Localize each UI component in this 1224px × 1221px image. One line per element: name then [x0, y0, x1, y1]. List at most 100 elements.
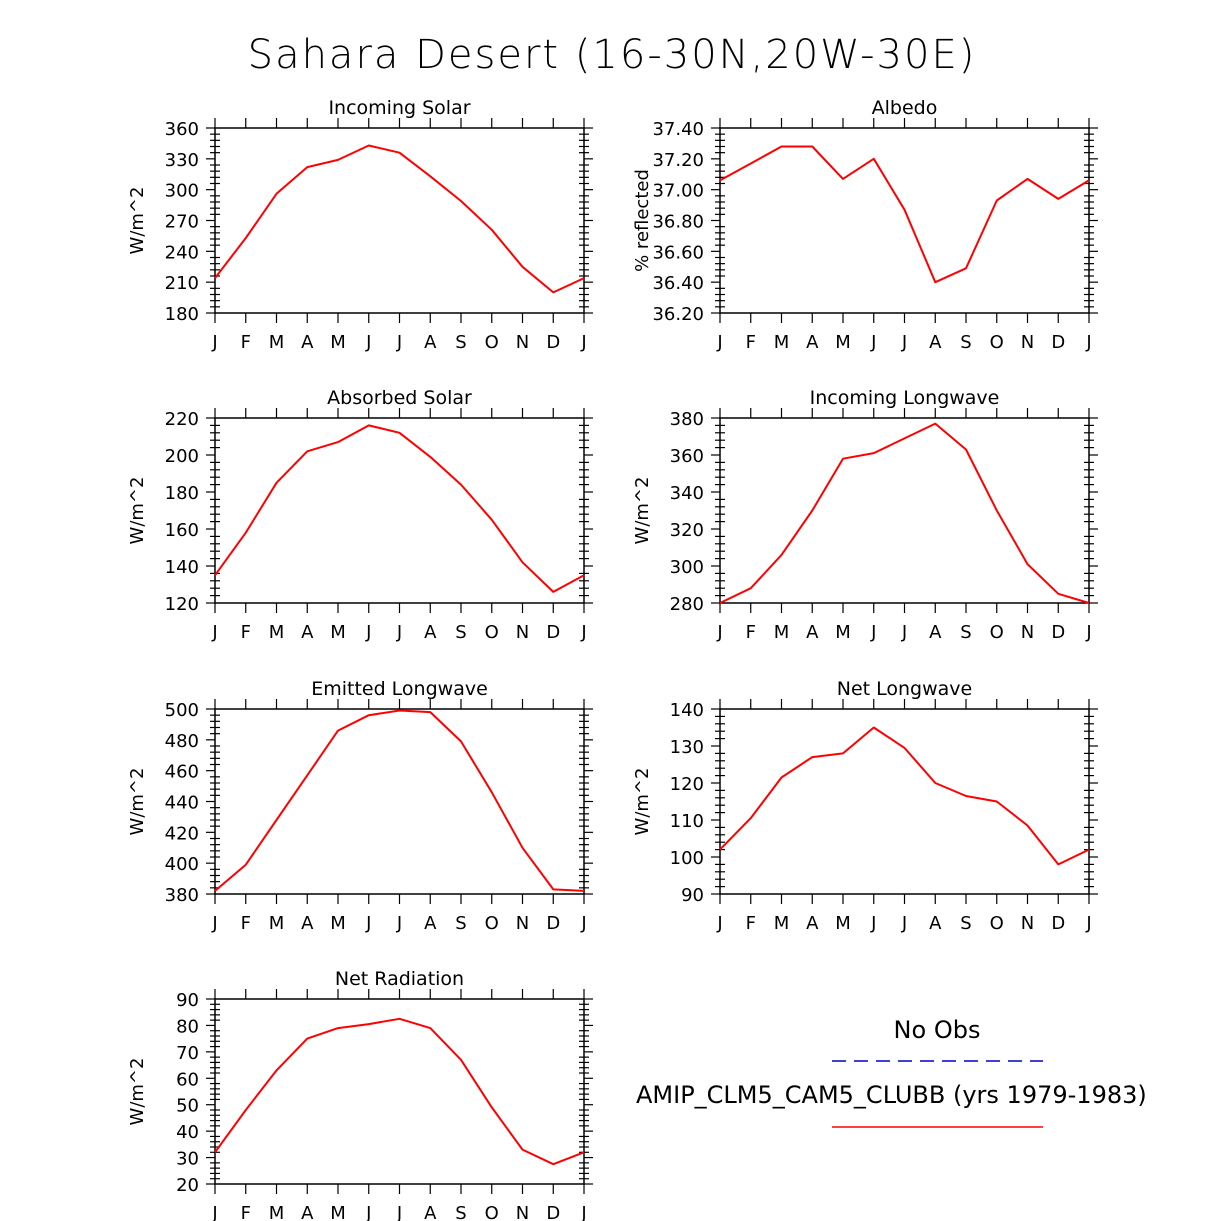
x-tick-label: M	[269, 332, 285, 353]
y-tick-label: 140	[165, 557, 199, 578]
main-title: Sahara Desert (16-30N,20W-30E)	[248, 32, 977, 78]
plot-frame	[214, 417, 585, 604]
x-tick-label: J	[211, 913, 217, 934]
x-tick-label: J	[716, 332, 722, 353]
x-tick-label: N	[516, 1203, 529, 1221]
x-tick-label: M	[774, 913, 790, 934]
x-tick-label: A	[301, 332, 314, 353]
y-tick-label: 160	[165, 520, 199, 541]
x-tick-label: A	[301, 622, 314, 643]
y-tick-label: 200	[165, 446, 199, 467]
y-tick-label: 36.40	[652, 273, 704, 294]
y-tick-label: 500	[165, 700, 199, 721]
panel-title: Net Longwave	[837, 678, 973, 700]
legend-model-label: AMIP_CLM5_CAM5_CLUBB (yrs 1979-1983)	[636, 1081, 1147, 1109]
series-line	[719, 145, 1090, 284]
x-tick-label: J	[365, 332, 371, 353]
panel-title: Incoming Longwave	[810, 387, 1000, 409]
y-tick-label: 120	[670, 774, 704, 795]
y-tick-label: 36.80	[652, 212, 704, 233]
x-tick-label: S	[960, 332, 971, 353]
x-tick-label: A	[806, 622, 819, 643]
y-tick-label: 36.20	[652, 304, 704, 325]
series-line	[214, 424, 585, 593]
y-tick-label: 210	[165, 273, 199, 294]
x-tick-label: O	[990, 913, 1004, 934]
y-tick-label: 100	[670, 848, 704, 869]
legend-obs-label: No Obs	[894, 1016, 981, 1044]
x-tick-label: F	[746, 332, 756, 353]
x-tick-label: J	[396, 332, 402, 353]
plot-frame	[719, 708, 1090, 895]
x-tick-label: D	[1051, 622, 1065, 643]
x-tick-label: J	[365, 622, 371, 643]
panel-title: Absorbed Solar	[327, 387, 472, 409]
y-tick-label: 110	[670, 811, 704, 832]
x-tick-label: N	[1021, 913, 1034, 934]
panel-title: Albedo	[872, 97, 938, 119]
x-tick-label: M	[774, 332, 790, 353]
y-tick-label: 90	[681, 885, 704, 906]
x-tick-label: D	[546, 913, 560, 934]
x-tick-label: D	[546, 622, 560, 643]
x-tick-label: M	[835, 622, 851, 643]
y-axis-label: W/m^2	[127, 187, 148, 255]
panel-title: Incoming Solar	[328, 97, 470, 119]
x-tick-label: F	[746, 622, 756, 643]
plot-frame	[719, 127, 1090, 314]
y-axis-label: % reflected	[632, 169, 653, 272]
series-line	[719, 726, 1090, 866]
x-tick-label: O	[485, 913, 499, 934]
y-tick-label: 240	[165, 242, 199, 263]
series-line	[214, 709, 585, 892]
x-tick-label: J	[870, 913, 876, 934]
series-line	[719, 422, 1090, 604]
y-tick-label: 300	[165, 181, 199, 202]
x-tick-label: M	[269, 1203, 285, 1221]
x-tick-label: N	[516, 622, 529, 643]
x-tick-label: O	[485, 332, 499, 353]
x-tick-label: J	[716, 913, 722, 934]
x-tick-label: M	[330, 1203, 346, 1221]
x-tick-label: A	[424, 332, 437, 353]
y-tick-label: 37.00	[652, 181, 704, 202]
legend: No Obs AMIP_CLM5_CAM5_CLUBB (yrs 1979-19…	[636, 1016, 1147, 1128]
x-tick-label: J	[870, 332, 876, 353]
y-tick-label: 460	[165, 762, 199, 783]
x-tick-label: N	[516, 332, 529, 353]
x-tick-label: D	[546, 1203, 560, 1221]
y-tick-label: 80	[176, 1016, 199, 1037]
y-tick-label: 280	[670, 594, 704, 615]
x-tick-label: M	[330, 622, 346, 643]
x-tick-label: J	[870, 622, 876, 643]
x-tick-label: J	[396, 622, 402, 643]
x-tick-label: J	[211, 622, 217, 643]
x-tick-label: D	[1051, 332, 1065, 353]
y-tick-label: 320	[670, 520, 704, 541]
x-tick-label: S	[455, 913, 466, 934]
plot-frame	[214, 127, 585, 314]
y-tick-label: 30	[176, 1149, 199, 1170]
x-tick-label: J	[1085, 332, 1091, 353]
x-tick-label: A	[301, 1203, 314, 1221]
x-tick-label: J	[580, 1203, 586, 1221]
x-tick-label: M	[835, 913, 851, 934]
x-tick-label: J	[1085, 913, 1091, 934]
x-tick-label: M	[835, 332, 851, 353]
x-tick-label: J	[211, 1203, 217, 1221]
x-tick-label: F	[241, 913, 251, 934]
y-tick-label: 120	[165, 594, 199, 615]
x-tick-label: J	[580, 622, 586, 643]
x-tick-label: F	[241, 622, 251, 643]
x-tick-label: J	[1085, 622, 1091, 643]
x-tick-label: F	[746, 913, 756, 934]
x-tick-label: O	[990, 622, 1004, 643]
y-tick-label: 420	[165, 823, 199, 844]
plot-frame	[214, 708, 585, 895]
series-line	[214, 144, 585, 294]
y-tick-label: 180	[165, 483, 199, 504]
x-tick-label: F	[241, 332, 251, 353]
